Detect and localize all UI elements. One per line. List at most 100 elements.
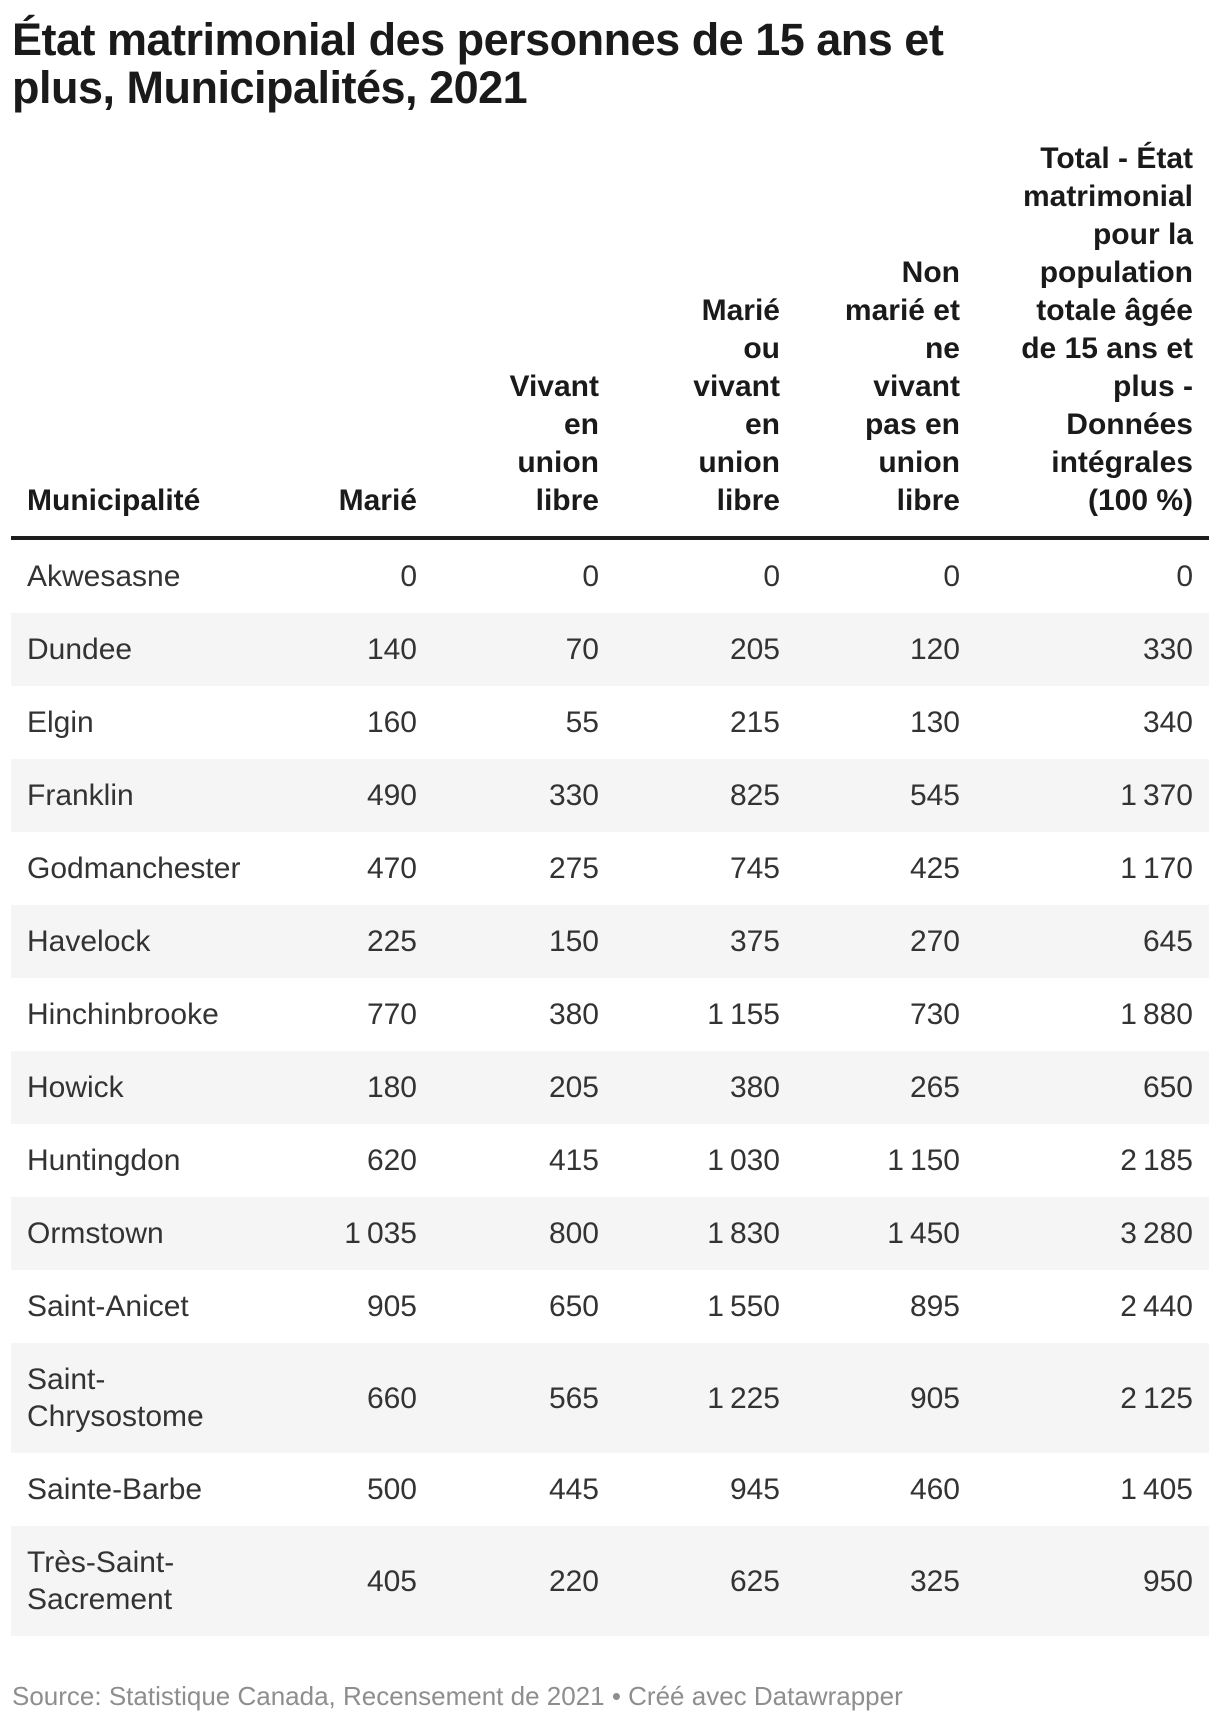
value-cell: 745 (729, 852, 780, 885)
table-row: Ormstown 1 035 800 1 830 1 450 3 280 (11, 1197, 1209, 1270)
table-row: Saint-Chrysostome 660 565 1 225 905 2 125 (11, 1343, 1209, 1453)
value-cell: 0 (763, 560, 780, 593)
value-cell: 340 (1142, 706, 1193, 739)
value-cell: 1 450 (796, 1197, 976, 1270)
value-cell: 660 (279, 1343, 433, 1453)
value-cell: 800 (433, 1197, 615, 1270)
value-cell: 565 (433, 1343, 615, 1453)
column-header-marie: Marié (279, 112, 433, 540)
value-cell: 380 (548, 998, 599, 1031)
value-cell: 330 (976, 613, 1209, 686)
value-cell: 445 (548, 1473, 599, 1506)
value-cell: 55 (565, 706, 599, 739)
value-cell: 460 (909, 1473, 960, 1506)
value-cell: 1 155 (707, 998, 780, 1031)
value-cell: 1 030 (707, 1144, 780, 1177)
value-cell: 905 (366, 1290, 417, 1323)
value-cell: 1 170 (1120, 852, 1193, 885)
value-cell: 545 (796, 759, 976, 832)
column-header-marie-ou-vivant: Marié ou vivant en union libre (615, 112, 796, 540)
value-cell: 415 (548, 1144, 599, 1177)
value-cell: 1 370 (976, 759, 1209, 832)
value-cell: 945 (729, 1473, 780, 1506)
municipality-cell: Très-Saint-Sacrement (11, 1526, 279, 1636)
municipality-cell: Havelock (11, 905, 279, 978)
value-cell: 180 (279, 1051, 433, 1124)
value-cell: 1 830 (615, 1197, 796, 1270)
table-row: Franklin 490 330 825 545 1 370 (11, 759, 1209, 832)
value-cell: 0 (400, 560, 417, 593)
table-row: Elgin 160 55 215 130 340 (11, 686, 1209, 759)
table-header: Municipalité Marié Vivant en union libre… (11, 112, 1209, 540)
value-cell: 265 (796, 1051, 976, 1124)
value-cell: 645 (976, 905, 1209, 978)
municipality-cell: Saint-Chrysostome (11, 1343, 279, 1453)
value-cell: 0 (943, 560, 960, 593)
value-cell: 380 (615, 1051, 796, 1124)
value-cell: 625 (615, 1526, 796, 1636)
table-body: Akwesasne 0 0 0 0 0 Dundee 140 70 205 120 330 Elgin 1… (11, 538, 1209, 1636)
value-cell: 650 (976, 1051, 1209, 1124)
table-row: Huntingdon 620 415 1 030 1 150 2 185 (11, 1124, 1209, 1197)
value-cell: 490 (279, 759, 433, 832)
value-cell: 950 (976, 1526, 1209, 1636)
footer-source: Source: Statistique Canada, Recensement … (12, 1681, 903, 1711)
value-cell: 1 550 (707, 1290, 780, 1323)
municipality-cell: Huntingdon (27, 1144, 181, 1177)
table-row: Très-Saint-Sacrement 405 220 625 325 950 (11, 1526, 1209, 1636)
table-row: Sainte-Barbe 500 445 945 460 1 405 (11, 1453, 1209, 1526)
value-cell: 1 405 (1120, 1473, 1193, 1506)
table-row: Dundee 140 70 205 120 330 (11, 613, 1209, 686)
value-cell: 2 440 (1120, 1290, 1193, 1323)
column-header-municipalite: Municipalité (11, 112, 279, 540)
municipality-cell: Ormstown (11, 1197, 279, 1270)
value-cell: 905 (796, 1343, 976, 1453)
value-cell: 330 (433, 759, 615, 832)
column-header-non-marie: Non marié et ne vivant pas en union libr… (796, 112, 976, 540)
value-cell: 2 185 (1120, 1144, 1193, 1177)
table-row: Havelock 225 150 375 270 645 (11, 905, 1209, 978)
municipality-cell: Sainte-Barbe (27, 1473, 203, 1506)
value-cell: 140 (279, 613, 433, 686)
value-cell: 120 (796, 613, 976, 686)
value-cell: 500 (366, 1473, 417, 1506)
value-cell: 1 880 (1120, 998, 1193, 1031)
value-cell: 130 (909, 706, 960, 739)
data-table: Municipalité Marié Vivant en union libre… (11, 112, 1209, 1636)
value-cell: 405 (279, 1526, 433, 1636)
table-row: Howick 180 205 380 265 650 (11, 1051, 1209, 1124)
value-cell: 0 (1176, 560, 1193, 593)
table-row: Akwesasne 0 0 0 0 0 (11, 538, 1209, 613)
municipality-cell: Saint-Anicet (27, 1290, 189, 1323)
municipality-cell: Akwesasne (27, 560, 181, 593)
value-cell: 1 225 (615, 1343, 796, 1453)
value-cell: 325 (796, 1526, 976, 1636)
municipality-cell: Dundee (11, 613, 279, 686)
value-cell: 825 (615, 759, 796, 832)
value-cell: 2 125 (976, 1343, 1209, 1453)
municipality-cell: Hinchinbrooke (27, 998, 219, 1031)
municipality-cell: Godmanchester (27, 852, 241, 885)
table-row: Godmanchester 470 275 745 425 1 170 (11, 832, 1209, 905)
value-cell: 3 280 (976, 1197, 1209, 1270)
page-title: État matrimonial des personnes de 15 ans… (12, 14, 944, 113)
municipality-cell: Elgin (27, 706, 94, 739)
value-cell: 150 (433, 905, 615, 978)
value-cell: 205 (615, 613, 796, 686)
column-header-total: Total - État matrimonial pour la populat… (976, 112, 1209, 540)
column-header-vivant-union-libre: Vivant en union libre (433, 112, 615, 540)
value-cell: 1 150 (887, 1144, 960, 1177)
value-cell: 730 (909, 998, 960, 1031)
value-cell: 770 (366, 998, 417, 1031)
municipality-cell: Howick (11, 1051, 279, 1124)
table-row: Saint-Anicet 905 650 1 550 895 2 440 (11, 1270, 1209, 1343)
value-cell: 70 (433, 613, 615, 686)
value-cell: 205 (433, 1051, 615, 1124)
table-row: Hinchinbrooke 770 380 1 155 730 1 880 (11, 978, 1209, 1051)
value-cell: 160 (366, 706, 417, 739)
value-cell: 220 (433, 1526, 615, 1636)
value-cell: 275 (548, 852, 599, 885)
value-cell: 0 (582, 560, 599, 593)
header-row: Municipalité Marié Vivant en union libre… (11, 112, 1209, 540)
